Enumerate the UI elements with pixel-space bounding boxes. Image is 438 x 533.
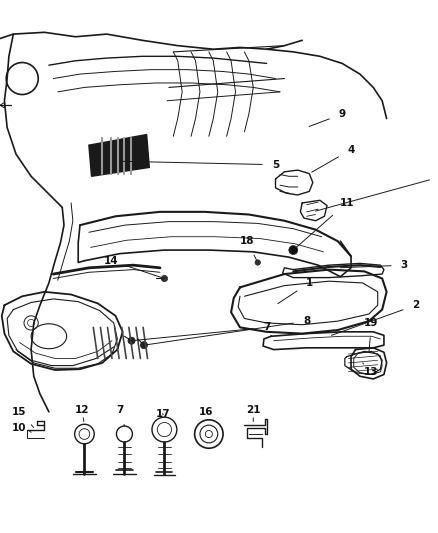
Text: 12: 12 (74, 405, 89, 422)
Text: 7: 7 (134, 322, 270, 341)
Text: 6: 6 (315, 171, 438, 211)
Circle shape (255, 260, 261, 265)
Text: 17: 17 (155, 409, 170, 418)
Text: 18: 18 (240, 236, 257, 260)
Text: 10: 10 (12, 423, 31, 433)
Text: 3: 3 (340, 260, 408, 270)
Text: 4: 4 (312, 144, 355, 172)
Text: 11: 11 (295, 198, 354, 248)
Text: 2: 2 (332, 300, 420, 335)
Text: 5: 5 (121, 160, 279, 169)
Text: 15: 15 (12, 407, 34, 427)
Text: 21: 21 (246, 405, 261, 422)
Text: 7: 7 (117, 405, 124, 426)
Polygon shape (89, 134, 149, 176)
Text: 16: 16 (199, 407, 213, 420)
Text: 1: 1 (278, 278, 313, 304)
Text: 8: 8 (147, 316, 310, 345)
Text: 13: 13 (363, 363, 379, 377)
Text: 19: 19 (364, 318, 379, 351)
Text: 14: 14 (104, 256, 162, 278)
Circle shape (128, 337, 135, 344)
Circle shape (141, 342, 148, 349)
Text: 9: 9 (309, 109, 346, 126)
Circle shape (289, 246, 298, 254)
Circle shape (161, 276, 167, 281)
